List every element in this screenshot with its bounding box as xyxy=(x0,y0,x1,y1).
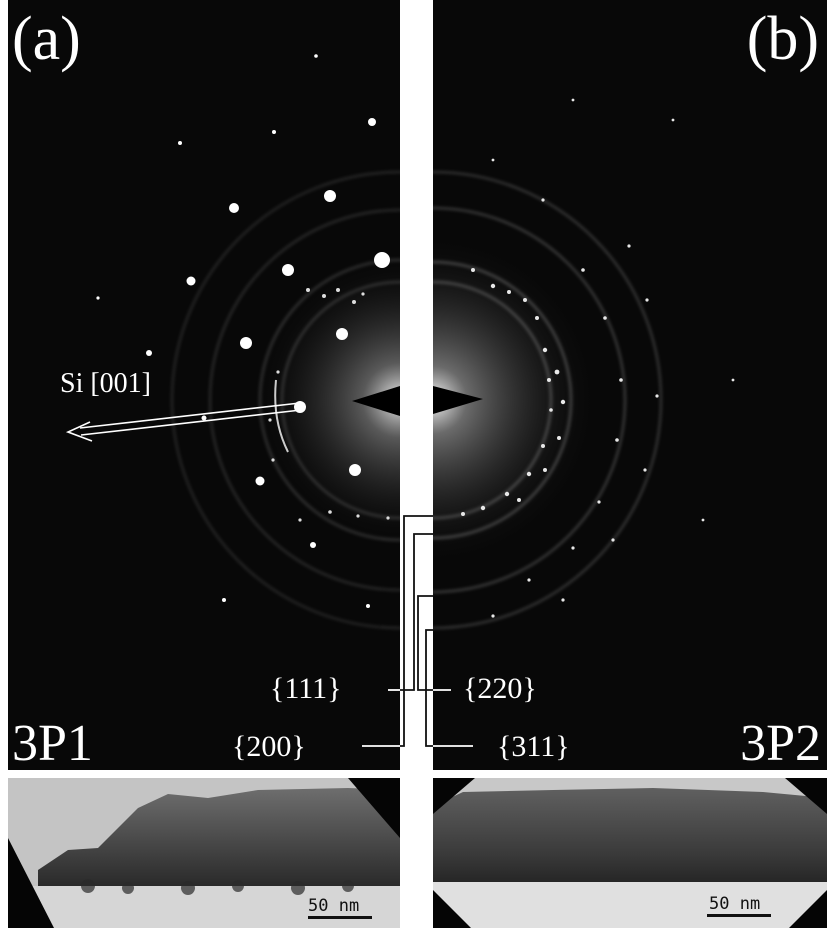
mask-corner-b3 xyxy=(433,890,471,928)
mask-corner-b1 xyxy=(433,778,475,814)
tem-cross-section-b: 50 nm xyxy=(433,778,827,928)
beam-stop-b xyxy=(433,386,483,414)
diffraction-svg-a xyxy=(8,0,400,770)
si-001-arrow xyxy=(65,402,302,442)
ring-label-220: {220} xyxy=(463,672,537,705)
ring-dots-b xyxy=(461,98,735,618)
scalebar-label-b: 50 nm xyxy=(709,894,761,914)
arrow-midpoint-dot xyxy=(201,415,207,421)
mask-corner-b2 xyxy=(785,778,827,814)
scalebar-label-a: 50 nm xyxy=(308,896,360,916)
ring-label-111: {111} xyxy=(270,672,342,705)
ring-label-311: {311} xyxy=(497,730,570,763)
panel-label-a: (a) xyxy=(12,5,81,73)
arc-segment xyxy=(274,379,289,453)
film-layer-a xyxy=(38,788,400,886)
mask-corner-b4 xyxy=(789,890,827,928)
ring-label-leaders-b xyxy=(433,689,473,747)
beam-stop-a xyxy=(352,386,400,416)
mask-corner-a2 xyxy=(8,838,54,928)
ring-dots-a xyxy=(268,288,390,522)
panel-label-b: (b) xyxy=(746,5,819,73)
scalebar-b xyxy=(707,914,771,917)
ring-label-200: {200} xyxy=(232,730,306,763)
scalebar-a xyxy=(308,916,372,919)
sample-label-3p2: 3P2 xyxy=(740,715,821,770)
sample-label-3p1: 3P1 xyxy=(12,715,93,770)
si-spots-a xyxy=(96,54,390,608)
central-beam-glow-b xyxy=(433,0,827,770)
mask-corner-a1 xyxy=(348,778,400,838)
si-001-label: Si [001] xyxy=(60,368,151,399)
debye-rings-a xyxy=(171,171,400,629)
diffraction-svg-b xyxy=(433,0,827,770)
ring-label-leaders-a xyxy=(362,689,400,747)
tem-cross-section-a: 50 nm xyxy=(8,778,400,928)
debye-rings-b xyxy=(433,171,662,629)
diffraction-pattern-b: (b) 3P2 {220} {311} xyxy=(433,0,827,770)
film-layer-b xyxy=(433,788,827,882)
tem-svg-b xyxy=(433,778,827,928)
central-beam-glow xyxy=(8,0,400,770)
tem-svg-a xyxy=(8,778,400,928)
diffraction-pattern-a: (a) Si [001] 3P1 {111} {200} xyxy=(8,0,400,770)
